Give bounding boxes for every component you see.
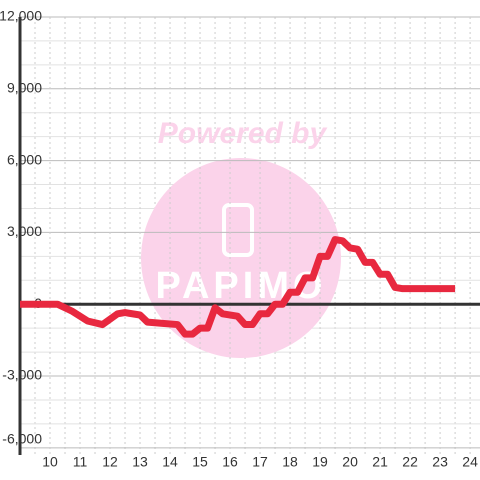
x-tick-label: 10 (42, 454, 58, 470)
x-tick-label: 22 (402, 454, 418, 470)
watermark-circle (141, 158, 341, 358)
watermark-text: Powered by (158, 117, 328, 150)
x-tick-label: 19 (312, 454, 328, 470)
y-tick-label: -3,000 (2, 367, 42, 383)
y-tick-label: 6,000 (7, 151, 42, 167)
x-tick-label: 14 (162, 454, 178, 470)
x-tick-label: 12 (102, 454, 118, 470)
y-tick-label: 3,000 (7, 223, 42, 239)
data-line (20, 236, 456, 338)
x-tick-label: 20 (342, 454, 358, 470)
x-tick-label: 11 (73, 454, 88, 470)
x-tick-label: 23 (432, 454, 448, 470)
watermark-brand: PAPIMO (155, 265, 326, 307)
y-tick-label: 12,000 (0, 8, 42, 24)
y-tick-label: 9,000 (7, 80, 42, 96)
x-tick-label: 24 (462, 454, 478, 470)
x-tick-label: 17 (252, 454, 268, 470)
y-tick-label: -6,000 (2, 431, 42, 447)
x-tick-label: 15 (192, 454, 208, 470)
x-tick-label: 16 (222, 454, 238, 470)
watermark-icon (222, 203, 254, 257)
x-tick-label: 13 (132, 454, 148, 470)
x-tick-label: 18 (282, 454, 298, 470)
x-tick-label: 21 (372, 454, 388, 470)
